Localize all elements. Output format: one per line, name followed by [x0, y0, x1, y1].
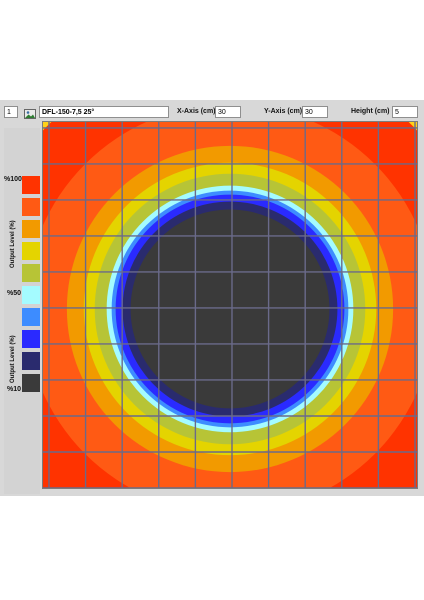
picture-icon[interactable] — [24, 106, 36, 119]
legend-swatch — [22, 198, 40, 216]
legend-swatch — [22, 330, 40, 348]
legend-swatch — [22, 242, 40, 260]
x-axis-field[interactable]: 30 — [215, 106, 241, 118]
height-field[interactable]: 5 — [392, 106, 418, 118]
legend-swatch — [22, 374, 40, 392]
legend-swatch — [22, 220, 40, 238]
y-axis-label: Y-Axis (cm) — [264, 108, 303, 115]
legend-label-top: %100 — [4, 176, 22, 183]
legend-label-bottom: %10 — [7, 386, 22, 393]
x-axis-label: X-Axis (cm) — [177, 108, 216, 115]
legend-swatch — [22, 308, 40, 326]
legend-swatch — [22, 264, 40, 282]
legend-swatch — [22, 286, 40, 304]
model-field[interactable]: DFL-150-7,5 25° — [39, 106, 169, 118]
legend-axis-label-lower: Output Level (%) — [10, 335, 16, 383]
legend-panel: %100 %50 %10 Output Level (%) Output Lev… — [4, 128, 40, 494]
legend-label-mid: %50 — [7, 290, 22, 297]
heatmap-ring-10 — [130, 209, 330, 409]
height-label: Height (cm) — [351, 108, 390, 115]
heatmap-plot — [42, 121, 418, 489]
legend-swatch — [22, 176, 40, 194]
legend-axis-label-upper: Output Level (%) — [10, 220, 16, 268]
y-axis-field[interactable]: 30 — [302, 106, 328, 118]
count-field[interactable]: 1 — [4, 106, 18, 118]
legend-swatch — [22, 352, 40, 370]
